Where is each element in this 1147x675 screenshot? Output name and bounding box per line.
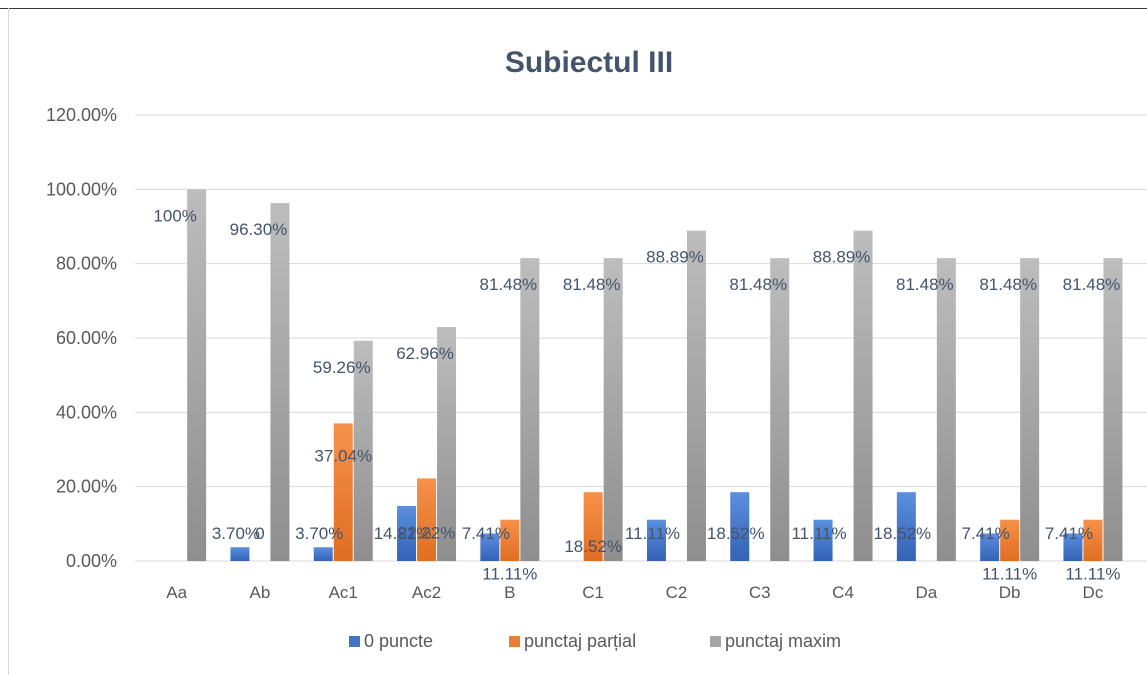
data-label: 18.52% [874,524,932,543]
x-tick-label: Ab [250,583,271,602]
data-label: 100% [153,206,196,225]
bar [353,340,373,561]
bar [520,258,540,561]
legend-swatch [509,636,520,647]
data-label: 11.11% [982,565,1037,584]
data-label: 0 [255,524,264,543]
data-label: 96.30% [230,220,288,239]
bar [770,258,790,561]
x-tick-label: C2 [666,583,688,602]
data-label: 18.52% [564,537,622,556]
y-tick-label: 60.00% [56,328,117,348]
bar [583,492,603,561]
bar [500,519,520,561]
data-label: 3.70% [212,524,260,543]
bar [397,505,417,561]
bar [936,258,956,561]
bar [813,519,833,561]
data-label: 81.48% [979,275,1037,294]
bar [230,547,250,561]
data-label: 37.04% [314,446,372,465]
bar [646,519,666,561]
y-tick-label: 80.00% [56,254,117,274]
x-axis-ticks: Aa Ab Ac1 Ac2 B C1 C2 C3 C4 Da Db Dc [166,583,1104,602]
data-label: 3.70% [295,524,343,543]
data-label: 7.41% [962,524,1010,543]
x-tick-label: Da [915,583,937,602]
data-label: 81.48% [480,275,538,294]
x-tick-label: Db [999,583,1021,602]
x-tick-label: C1 [582,583,604,602]
bar [333,423,353,561]
data-label: 62.96% [396,344,454,363]
data-label: 59.26% [313,358,371,377]
bar [980,533,1000,561]
data-label: 18.52% [707,524,765,543]
data-label: 22.22% [398,523,456,542]
x-tick-label: C3 [749,583,771,602]
x-tick-label: Dc [1083,583,1104,602]
data-label: 7.41% [1045,524,1093,543]
legend: 0 puncte punctaj parțial punctaj maxim [349,631,841,651]
x-tick-label: Ac1 [329,583,358,602]
data-label: 88.89% [813,248,871,267]
bar [437,326,457,561]
y-axis-ticks: 0.00% 20.00% 40.00% 60.00% 80.00% 100.00% 120.… [46,105,117,571]
x-tick-label: B [504,583,515,602]
bar [417,478,437,561]
y-tick-label: 0.00% [66,551,117,571]
bar [187,189,207,562]
legend-swatch [349,636,360,647]
legend-label: 0 puncte [364,631,433,651]
bar [313,547,333,561]
bar [1063,533,1083,561]
data-label: 11.11% [1065,565,1120,584]
bar [896,492,916,561]
bar [1020,258,1040,561]
data-label: 11.11% [791,524,846,543]
y-tick-label: 120.00% [46,105,117,125]
data-label: 11.11% [482,565,537,584]
legend-label: punctaj parțial [524,631,636,651]
data-label: 81.48% [896,275,954,294]
bar [1103,258,1123,561]
bar [603,258,623,561]
bar [480,533,500,561]
bar [270,203,290,561]
data-label: 81.48% [729,275,787,294]
chart-frame-left-border [8,8,9,675]
chart-title: Subiectul III [505,46,673,79]
data-label: 11.11% [625,524,680,543]
x-tick-label: Ac2 [412,583,441,602]
data-label: 88.89% [646,248,704,267]
bars [187,189,1123,562]
gridlines [135,114,1147,562]
bar [853,230,873,562]
bar [1083,519,1103,561]
y-tick-label: 100.00% [46,179,117,199]
legend-label: punctaj maxim [725,631,841,651]
data-label: 81.48% [1063,275,1121,294]
bar [730,492,750,561]
y-tick-label: 20.00% [56,477,117,497]
y-tick-label: 40.00% [56,402,117,422]
chart-frame-top-border [0,8,1147,9]
bar [686,230,706,562]
x-tick-label: C4 [832,583,854,602]
data-label: 14.81% [374,524,432,543]
data-label: 81.48% [563,275,621,294]
x-tick-label: Aa [166,583,187,602]
bar [1000,519,1020,561]
data-label: 7.41% [462,524,510,543]
legend-swatch [710,636,721,647]
data-labels: 100%3.70%096.30%3.70%37.04%59.26%14.81%2… [153,206,1120,583]
